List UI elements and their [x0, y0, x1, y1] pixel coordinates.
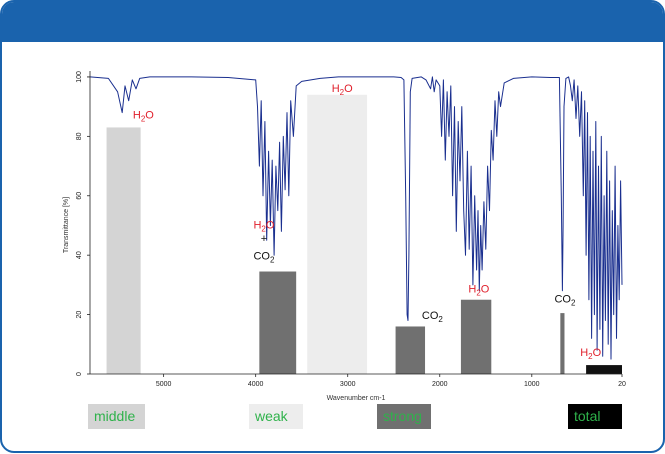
annotation-h2o-0: H2O — [133, 110, 154, 124]
legend-weak: weak — [249, 404, 303, 429]
y-axis-label: Transmittance [%] — [63, 197, 70, 253]
x-axis-label: Wavenumber cm-1 — [327, 395, 386, 402]
x-tick-label: 3000 — [340, 381, 356, 388]
y-tick-label: 40 — [76, 251, 83, 259]
legend-middle: middle — [88, 404, 145, 429]
x-tick-label: 2000 — [432, 381, 448, 388]
legend-total: total — [568, 404, 622, 429]
transmittance-series-line — [89, 76, 623, 360]
y-tick-label: 100 — [76, 71, 83, 83]
annotation-plain-3: + — [261, 233, 267, 245]
x-tick-label: 4000 — [248, 381, 264, 388]
legend-strong: strong — [377, 404, 431, 429]
x-tick-label: 20 — [618, 381, 626, 388]
annotation-h2o-8: H2O — [580, 347, 601, 361]
region-bar-1 — [259, 271, 297, 374]
x-tick-label: 5000 — [156, 381, 172, 388]
legend-label-weak: weak — [255, 408, 288, 424]
card-header-bar — [2, 2, 663, 42]
y-tick-label: 60 — [76, 192, 83, 200]
annotation-co2-5: CO2 — [422, 310, 444, 324]
annotation-co2-7: CO2 — [554, 294, 576, 308]
annotation-co2-4: CO2 — [253, 251, 275, 265]
region-bar-0 — [106, 127, 141, 374]
annotation-h2o-1: H2O — [332, 83, 353, 97]
region-bar-5 — [560, 313, 565, 374]
region-bar-4 — [460, 299, 492, 374]
x-tick-label: 1000 — [524, 381, 540, 388]
axes: 5000 4000 3000 2000 1000 20 0 20 40 60 80 100 — [76, 71, 626, 388]
y-tick-label: 0 — [76, 372, 83, 376]
region-bar-6 — [586, 365, 622, 374]
legend-label-middle: middle — [94, 408, 136, 424]
y-tick-label: 20 — [76, 311, 83, 319]
legend-label-strong: strong — [383, 408, 422, 424]
annotation-h2o-6: H2O — [468, 283, 489, 297]
region-bars — [106, 94, 622, 374]
legend-label-total: total — [574, 408, 601, 424]
region-bar-3 — [395, 326, 426, 374]
y-tick-label: 80 — [76, 132, 83, 140]
region-bar-2 — [307, 94, 368, 374]
annotation-h2o-2: H2O — [253, 219, 274, 233]
